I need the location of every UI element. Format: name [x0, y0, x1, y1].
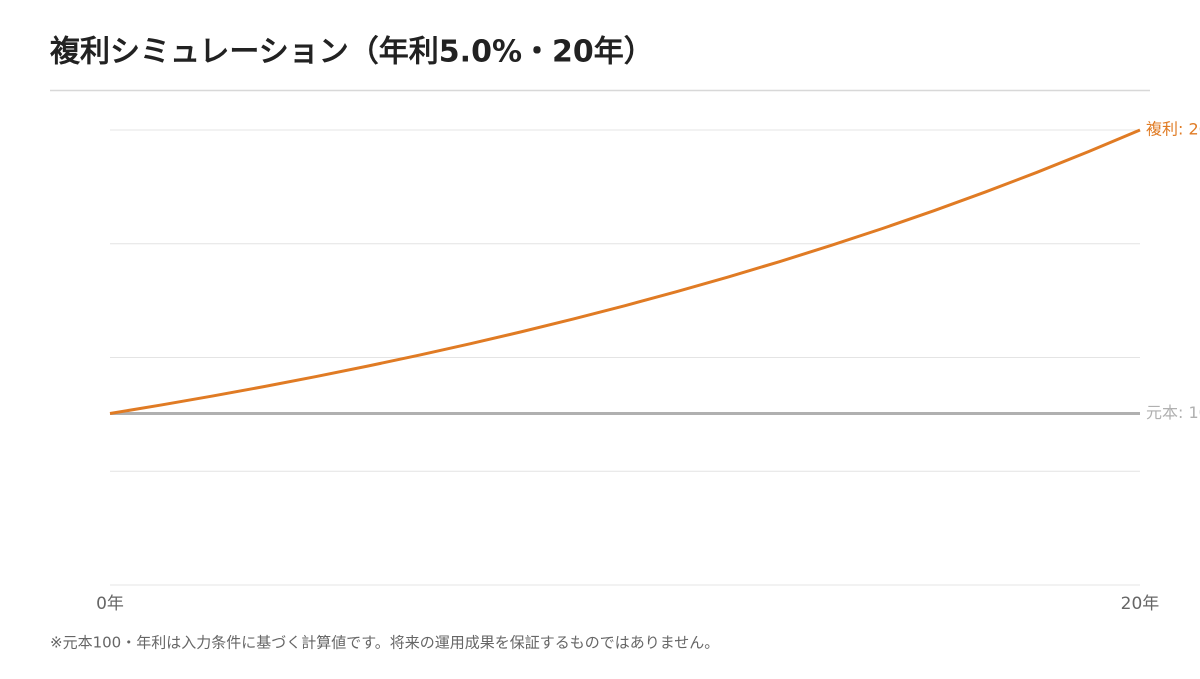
footnote: ※元本100・年利は入力条件に基づく計算値です。将来の運用成果を保証するものでは… [50, 634, 719, 652]
chart-title: 複利シミュレーション（年利5.0%・20年） [50, 35, 654, 70]
series-line [109, 128, 1141, 415]
end-label: 複利: 265 [1146, 120, 1200, 139]
x-tick-label: 0年 [96, 594, 124, 614]
end-label: 元本: 100 [1146, 403, 1200, 422]
x-tick-label: 20年 [1121, 594, 1160, 614]
